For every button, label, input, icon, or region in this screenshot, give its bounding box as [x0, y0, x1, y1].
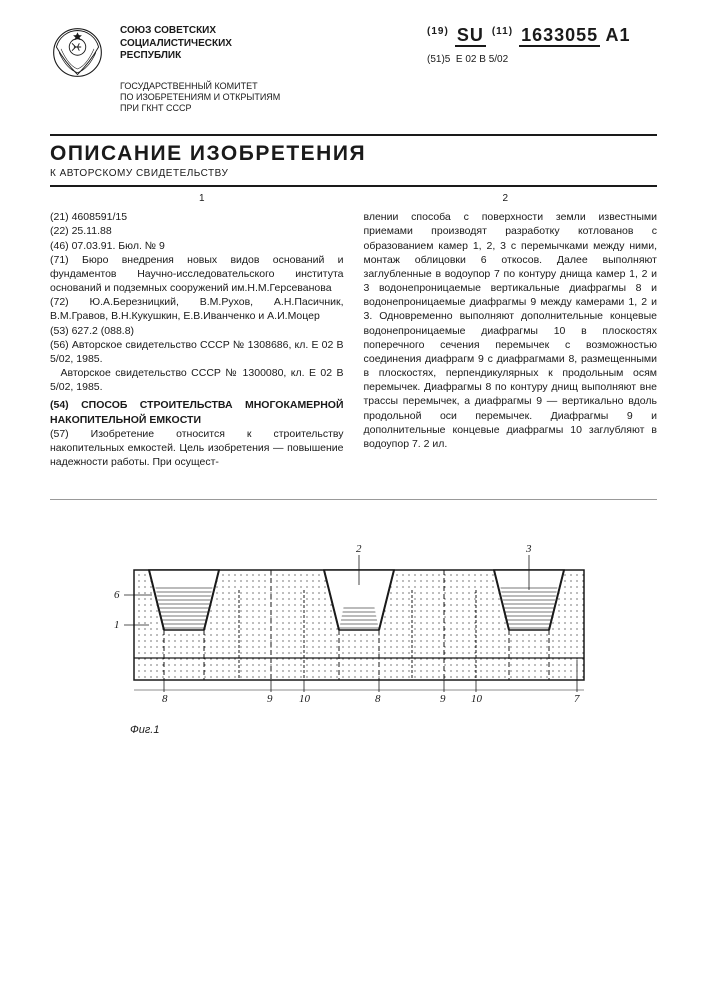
- fig-label-10a: 10: [299, 693, 311, 705]
- fig-label-10b: 10: [471, 693, 483, 705]
- field-53: (53) 627.2 (088.8): [50, 324, 344, 338]
- figure-1: 2 3 6 1 8 9 10 8 9 10 7: [50, 499, 657, 770]
- doc-title: ОПИСАНИЕ ИЗОБРЕТЕНИЯ: [50, 142, 657, 166]
- doc-subtitle: К АВТОРСКОМУ СВИДЕТЕЛЬСТВУ: [50, 168, 657, 179]
- figure-caption: Фиг.1: [130, 724, 657, 736]
- column-headers: 1 2: [50, 193, 657, 204]
- state-emblem: [50, 25, 105, 80]
- fig-label-3: 3: [525, 543, 532, 555]
- fig-label-9b: 9: [440, 693, 446, 705]
- left-column: (21) 4608591/15 (22) 25.11.88 (46) 07.03…: [50, 210, 344, 469]
- ipc-classification: (51)5 E 02 B 5/02: [427, 54, 657, 65]
- right-column: влении способа с поверхности земли извес…: [364, 210, 658, 469]
- field-56a: (56) Авторское свидетельство СССР № 1308…: [50, 338, 344, 366]
- field-71: (71) Бюро внедрения новых видов основани…: [50, 253, 344, 296]
- fig-label-2: 2: [356, 543, 362, 555]
- field-46: (46) 07.03.91. Бюл. № 9: [50, 239, 344, 253]
- field-21: (21) 4608591/15: [50, 210, 344, 224]
- field-56b: Авторское свидетельство СССР № 1300080, …: [50, 366, 344, 394]
- field-72: (72) Ю.А.Березницкий, В.М.Рухов, А.Н.Пас…: [50, 295, 344, 323]
- document-number: (19) SU (11) 1633055 A1: [427, 25, 657, 46]
- fig-label-9a: 9: [267, 693, 273, 705]
- fig-label-7: 7: [574, 693, 580, 705]
- field-57: (57) Изобретение относится к строительст…: [50, 427, 344, 470]
- fig-label-6: 6: [114, 589, 120, 601]
- issuer-name: СОЮЗ СОВЕТСКИХ СОЦИАЛИСТИЧЕСКИХ РЕСПУБЛИ…: [120, 25, 412, 63]
- field-22: (22) 25.11.88: [50, 224, 344, 238]
- fig-label-8a: 8: [162, 693, 168, 705]
- title-block: ОПИСАНИЕ ИЗОБРЕТЕНИЯ К АВТОРСКОМУ СВИДЕТ…: [50, 134, 657, 187]
- field-54: (54) СПОСОБ СТРОИТЕЛЬСТВА МНОГОКАМЕРНОЙ …: [50, 398, 344, 426]
- fig-label-8b: 8: [375, 693, 381, 705]
- committee-name: ГОСУДАРСТВЕННЫЙ КОМИТЕТ ПО ИЗОБРЕТЕНИЯМ …: [120, 81, 412, 115]
- abstract-continuation: влении способа с поверхности земли извес…: [364, 210, 658, 451]
- fig-label-1: 1: [114, 619, 120, 631]
